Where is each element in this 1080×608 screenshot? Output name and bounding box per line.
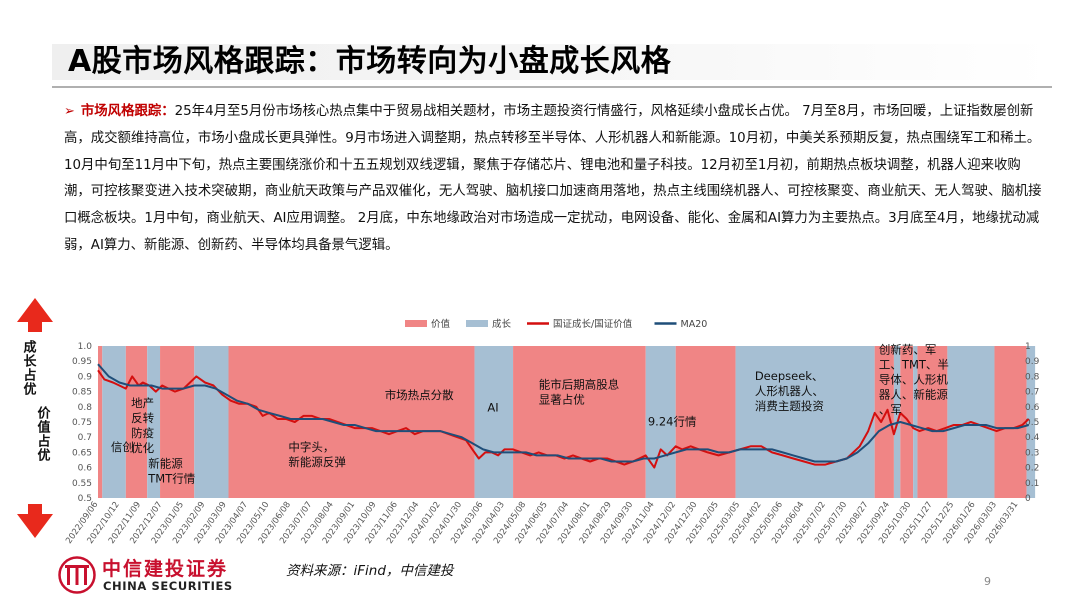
regime-band-value: [228, 346, 475, 498]
annotation-line: 、军: [879, 403, 902, 417]
annotation-line: 防疫: [131, 426, 154, 440]
title-bar: [52, 44, 1052, 80]
y-tick-label-right: 0.2: [1025, 464, 1039, 474]
company-logo: 中信建投证券 CHINA SECURITIES: [58, 554, 238, 598]
chart-annotation: 能市后期高股息显著占优: [539, 378, 620, 407]
y-tick-label-left: 0.85: [72, 388, 92, 398]
regime-band-growth: [735, 346, 875, 498]
y-tick-label-right: 0.7: [1025, 388, 1039, 398]
y-tick-label-right: 0.8: [1025, 372, 1040, 382]
title-divider: [52, 86, 1052, 88]
y-tick-label-left: 0.6: [78, 464, 93, 474]
y-tick-label-left: 0.75: [72, 418, 92, 428]
chart-annotation: 9.24行情: [648, 415, 697, 429]
regime-band-growth: [102, 346, 126, 498]
y-tick-label-right: 0.4: [1025, 433, 1040, 443]
annotation-line: 9.24行情: [648, 415, 697, 429]
regime-band-value: [675, 346, 736, 498]
style-direction-indicator: 成长占优 价值占优: [17, 298, 53, 538]
y-tick-label-right: 0.9: [1025, 357, 1040, 367]
y-tick-label-right: 0.1: [1025, 479, 1039, 489]
y-tick-label-right: 0.5: [1025, 418, 1039, 428]
regime-band-growth: [474, 346, 514, 498]
legend-label: 价值: [431, 318, 451, 330]
page-number: 9: [984, 575, 991, 588]
regime-band-growth: [913, 346, 918, 498]
chart-annotation: 市场热点分散: [385, 388, 454, 402]
y-tick-label-left: 0.65: [72, 448, 92, 458]
regime-band-growth: [645, 346, 676, 498]
regime-band-growth: [147, 346, 161, 498]
y-tick-label-left: 0.55: [72, 479, 92, 489]
annotation-line: 工、TMT、半: [879, 358, 949, 372]
chart-annotation: Deepseek、人形机器人、消费主题投资: [755, 369, 824, 413]
annotation-line: 人形机器人、: [755, 384, 824, 398]
annotation-line: 反转: [131, 411, 154, 425]
y-tick-label-right: 0.6: [1025, 403, 1040, 413]
side-label-top: 成长占优: [21, 339, 37, 396]
annotation-line: 创新药、军: [879, 343, 937, 357]
arrow-up-icon: [17, 298, 53, 332]
y-tick-label-left: 0.9: [78, 372, 93, 382]
regime-band-value: [874, 346, 894, 498]
logo-emblem-icon: [58, 556, 96, 594]
regime-band-value: [994, 346, 1027, 498]
annotation-line: TMT行情: [147, 472, 195, 486]
annotation-line: 新能源: [148, 457, 183, 471]
page-title: A股市场风格跟踪：市场转向为小盘成长风格: [68, 44, 672, 79]
summary-paragraph: ➢ 市场风格跟踪：25年4月至5月份市场核心热点集中于贸易战相关题材，市场主题投资…: [64, 99, 1042, 260]
legend-swatch: [405, 320, 427, 327]
paragraph-lead: 市场风格跟踪：: [80, 104, 175, 119]
legend-label: 成长: [492, 318, 512, 330]
regime-band-value: [917, 346, 948, 498]
chart-annotation: 信创: [111, 440, 134, 454]
chart-annotation: 新能源 TMT行情: [147, 457, 195, 486]
y-tick-label-left: 0.8: [78, 403, 93, 413]
legend-swatch: [466, 320, 488, 327]
regime-band-value: [160, 346, 195, 498]
regime-band-value: [900, 346, 914, 498]
logo-name-cn: 中信建投证券: [102, 558, 229, 580]
annotation-line: 新能源反弹: [288, 455, 346, 469]
paragraph-text: 25年4月至5月份市场核心热点集中于贸易战相关题材，市场主题投资行情盛行，风格延…: [64, 104, 1042, 253]
chart-annotation: 创新药、军工、TMT、半导体、人形机器人、新能源、军: [879, 343, 949, 417]
y-tick-label-right: 0.3: [1025, 448, 1039, 458]
series-line-ma20: [97, 363, 1029, 463]
annotation-line: 消费主题投资: [755, 399, 824, 413]
annotation-line: 能市后期高股息: [539, 378, 620, 392]
source-note: 资料来源：iFind，中信建投: [286, 563, 454, 579]
style-ratio-chart: 价值 成长 国证成长/国证价值 MA20 0.5 0.55 0.6 0.65 0.7 0.75 0.…: [64, 318, 1040, 546]
y-tick-label-right: 1: [1025, 342, 1031, 352]
legend-label: MA20: [681, 319, 708, 330]
annotation-line: 器人、新能源: [879, 388, 948, 402]
y-tick-label-left: 0.7: [78, 433, 92, 443]
annotation-line: 市场热点分散: [385, 388, 454, 402]
regime-band-value: [513, 346, 646, 498]
logo-name-en: CHINA SECURITIES: [103, 579, 233, 593]
regime-band-value: [98, 346, 103, 498]
y-tick-label-left: 0.95: [72, 357, 92, 367]
arrow-bullet-icon: ➢: [64, 104, 75, 119]
annotation-line: 显著占优: [539, 393, 585, 407]
annotation-line: Deepseek、: [755, 369, 824, 383]
series-line-ratio: [97, 369, 1030, 469]
y-tick-label-left: 1.0: [78, 342, 93, 352]
annotation-line: 地产: [131, 396, 154, 410]
chart-annotation: 中字头，新能源反弹: [288, 440, 346, 469]
arrow-down-icon: [17, 504, 53, 538]
annotation-line: 中字头，: [288, 440, 334, 454]
chart-annotation: 地产反转防疫优化: [131, 396, 154, 455]
side-label-bottom: 价值占优: [35, 406, 51, 462]
regime-band-growth: [194, 346, 229, 498]
y-tick-label-right: 0: [1025, 494, 1031, 504]
annotation-line: 信创: [111, 440, 134, 454]
annotation-line: 优化: [131, 441, 154, 455]
y-tick-label-left: 0.5: [78, 494, 92, 504]
annotation-line: AI: [487, 400, 498, 414]
annotation-line: 导体、人形机: [879, 373, 948, 387]
legend-label: 国证成长/国证价值: [553, 318, 633, 330]
regime-band-growth: [1026, 346, 1036, 498]
chart-annotation: AI: [487, 400, 498, 414]
